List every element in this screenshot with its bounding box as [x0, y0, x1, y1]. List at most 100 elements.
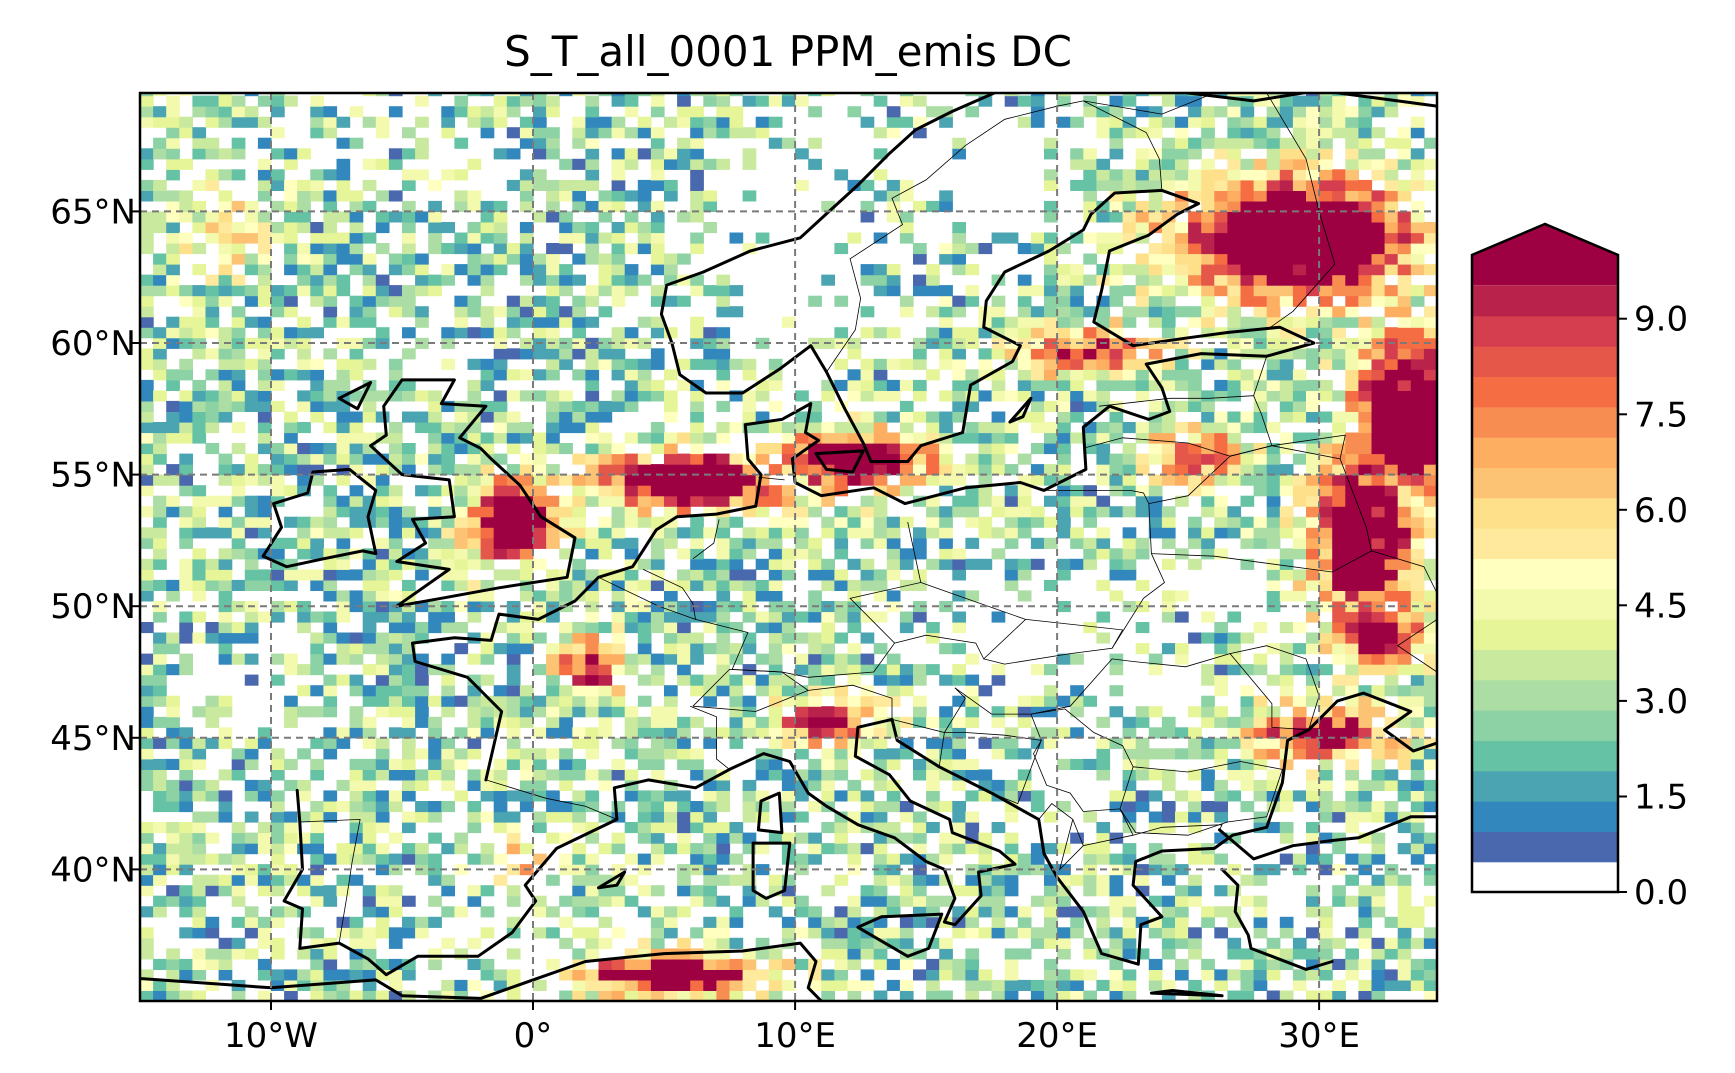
- grid-cell: [415, 548, 429, 560]
- grid-cell: [310, 801, 324, 813]
- grid-cell: [755, 590, 770, 602]
- grid-cell: [1279, 685, 1294, 697]
- grid-cell: [1030, 348, 1045, 360]
- grid-cell: [323, 200, 338, 212]
- grid-cell: [1292, 127, 1307, 139]
- grid-cell: [1188, 432, 1202, 444]
- grid-cell: [310, 853, 324, 865]
- grid-cell: [559, 664, 573, 676]
- grid-cell: [140, 400, 154, 412]
- grid-cell: [1306, 674, 1320, 686]
- grid-cell: [1122, 558, 1137, 570]
- grid-cell: [375, 485, 390, 497]
- grid-cell: [1319, 643, 1333, 655]
- grid-cell: [939, 643, 953, 655]
- grid-cell: [284, 422, 298, 434]
- grid-cell: [965, 822, 980, 834]
- grid-cell: [821, 969, 835, 981]
- grid-cell: [873, 169, 888, 181]
- grid-cell: [402, 758, 416, 770]
- grid-cell: [585, 853, 600, 865]
- grid-cell: [179, 337, 193, 349]
- grid-cell: [1135, 769, 1150, 781]
- grid-cell: [179, 727, 193, 739]
- grid-cell: [1332, 474, 1346, 486]
- grid-cell: [480, 527, 495, 539]
- grid-cell: [323, 243, 338, 255]
- grid-cell: [192, 895, 207, 907]
- grid-cell: [637, 632, 652, 644]
- grid-cell: [1253, 969, 1268, 981]
- grid-cell: [310, 758, 324, 770]
- grid-cell: [231, 285, 246, 297]
- grid-cell: [1109, 274, 1124, 286]
- grid-cell: [231, 758, 246, 770]
- grid-cell: [506, 348, 521, 360]
- grid-cell: [559, 727, 573, 739]
- grid-cell: [899, 611, 914, 623]
- grid-cell: [886, 748, 901, 760]
- grid-cell: [768, 685, 783, 697]
- grid-cell: [913, 537, 927, 549]
- grid-cell: [480, 537, 495, 549]
- grid-cell: [768, 443, 783, 455]
- chart-title: S_T_all_0001 PPM_emis DC: [504, 27, 1072, 76]
- grid-cell: [899, 979, 914, 991]
- grid-cell: [1266, 443, 1281, 455]
- grid-cell: [388, 832, 403, 844]
- grid-cell: [572, 506, 586, 518]
- grid-cell: [821, 432, 835, 444]
- grid-cell: [1292, 716, 1307, 728]
- grid-cell: [1266, 495, 1281, 507]
- grid-cell: [402, 790, 416, 802]
- grid-cell: [257, 969, 272, 981]
- grid-cell: [205, 495, 220, 507]
- grid-cell: [899, 295, 914, 307]
- grid-cell: [1345, 664, 1359, 676]
- grid-cell: [1332, 937, 1346, 949]
- grid-cell: [1030, 337, 1045, 349]
- grid-cell: [650, 148, 665, 160]
- grid-cell: [952, 643, 966, 655]
- grid-cell: [572, 864, 586, 876]
- grid-cell: [1135, 758, 1150, 770]
- grid-cell: [965, 390, 980, 402]
- grid-cell: [742, 243, 757, 255]
- grid-cell: [1188, 527, 1202, 539]
- grid-cell: [873, 358, 888, 370]
- grid-cell: [755, 453, 770, 465]
- grid-cell: [1292, 369, 1307, 381]
- grid-cell: [454, 137, 469, 149]
- grid-cell: [703, 811, 717, 823]
- grid-cell: [1004, 706, 1019, 718]
- grid-cell: [1306, 948, 1320, 960]
- grid-cell: [703, 611, 717, 623]
- grid-cell: [271, 232, 285, 244]
- grid-cell: [926, 106, 940, 118]
- grid-cell: [834, 632, 849, 644]
- grid-cell: [860, 885, 875, 897]
- grid-cell: [271, 801, 285, 813]
- grid-cell: [244, 211, 259, 223]
- grid-cell: [939, 116, 953, 128]
- grid-cell: [192, 916, 207, 928]
- grid-cell: [1017, 864, 1032, 876]
- grid-cell: [1122, 527, 1137, 539]
- grid-cell: [205, 222, 220, 234]
- grid-cell: [913, 758, 927, 770]
- grid-cell: [388, 506, 403, 518]
- grid-cell: [297, 253, 311, 265]
- grid-cell: [572, 706, 586, 718]
- grid-cell: [166, 885, 180, 897]
- grid-cell: [1332, 864, 1346, 876]
- grid-cell: [624, 579, 639, 591]
- grid-cell: [664, 653, 678, 665]
- grid-cell: [257, 222, 272, 234]
- grid-cell: [519, 200, 534, 212]
- grid-cell: [454, 443, 469, 455]
- grid-cell: [847, 527, 862, 539]
- grid-cell: [441, 422, 455, 434]
- grid-cell: [664, 474, 678, 486]
- grid-cell: [375, 190, 390, 202]
- grid-cell: [310, 874, 324, 886]
